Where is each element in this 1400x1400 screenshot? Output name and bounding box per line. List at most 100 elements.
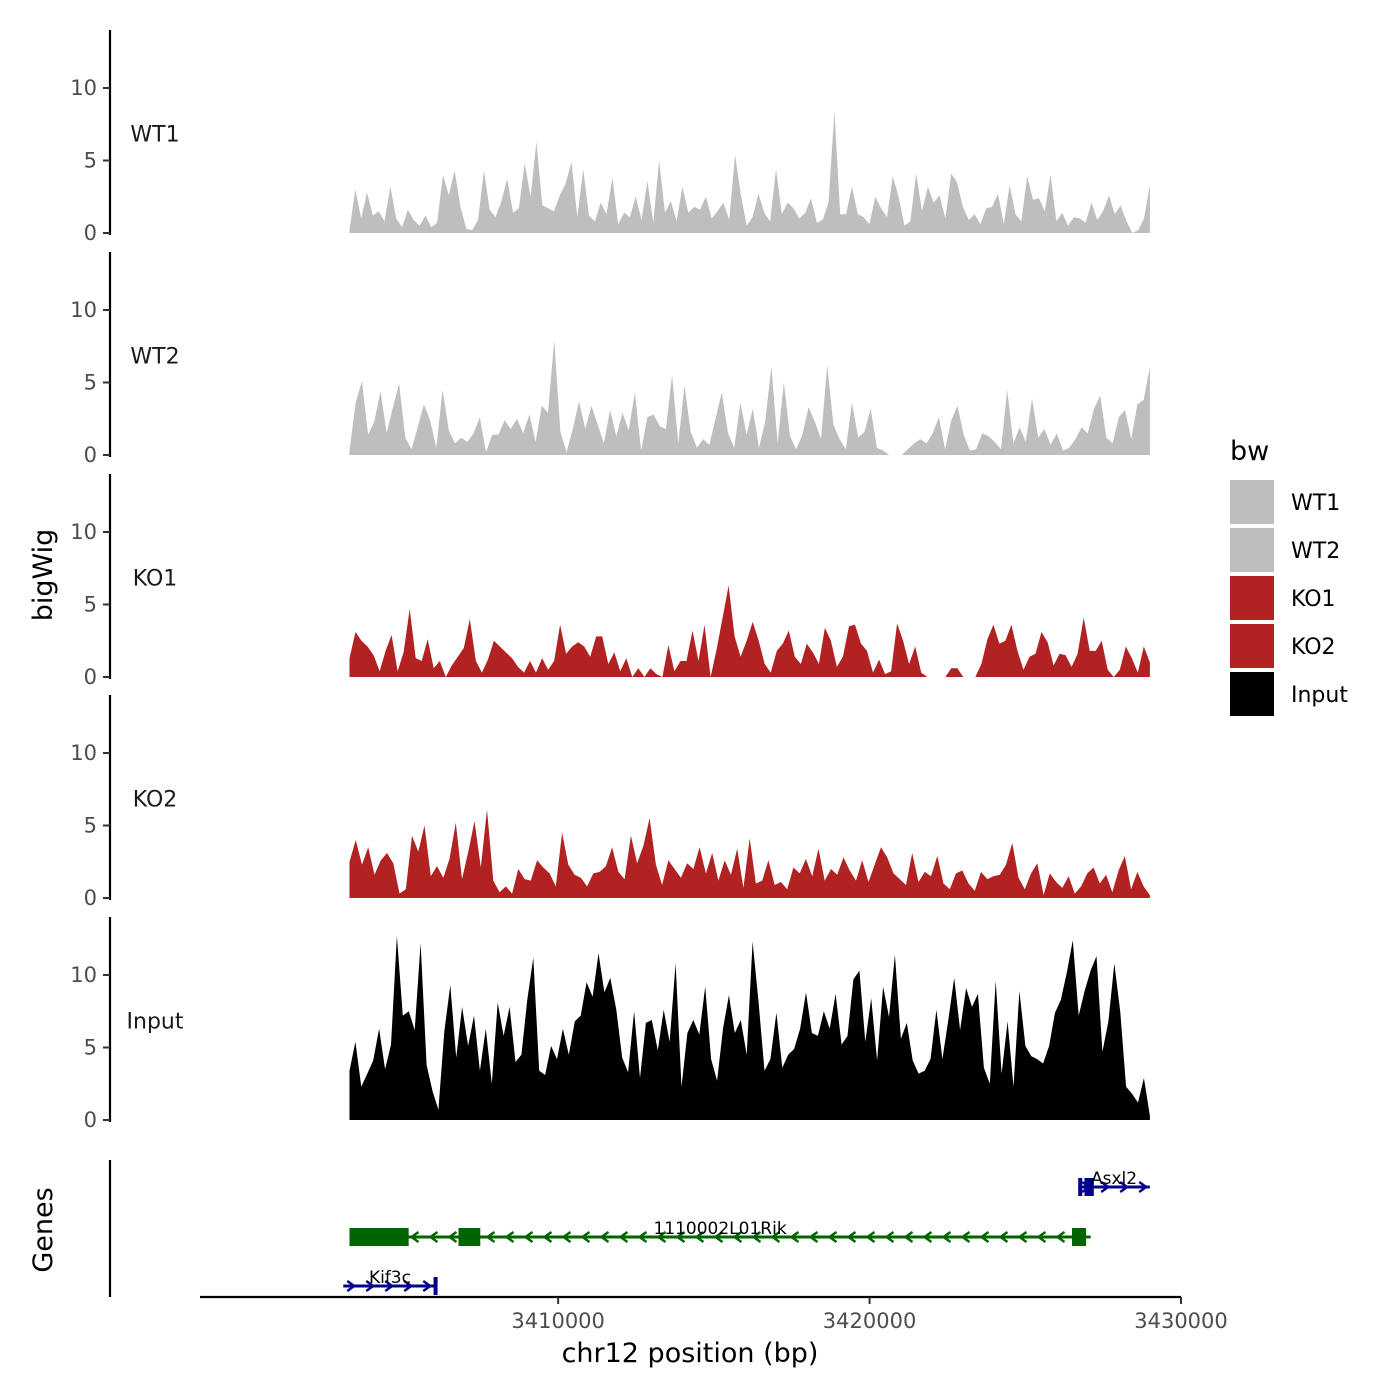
strand-chevron	[365, 1280, 376, 1292]
strand-chevron	[732, 1231, 743, 1243]
exon	[458, 1228, 481, 1246]
track-label: KO1	[133, 567, 178, 592]
gene-asxl2: Asxl2	[1078, 1169, 1150, 1196]
strand-chevron	[941, 1231, 952, 1243]
x-tick-label: 3410000	[511, 1309, 605, 1333]
signal-area	[349, 340, 1150, 455]
track-label: KO2	[133, 788, 178, 813]
strand-chevron	[751, 1231, 762, 1243]
gene-1110002l01rik: 1110002L01Rik	[349, 1219, 1091, 1246]
strand-chevron	[694, 1231, 705, 1243]
y-tick-label: 10	[70, 963, 97, 987]
strand-chevron	[523, 1231, 534, 1243]
strand-chevron	[846, 1231, 857, 1243]
legend-label: KO1	[1291, 587, 1336, 612]
y-tick-label: 5	[84, 371, 97, 395]
strand-chevron	[789, 1231, 800, 1243]
y-tick-label: 5	[84, 149, 97, 173]
strand-chevron	[1036, 1231, 1047, 1243]
y-tick-label: 5	[84, 593, 97, 617]
y-tick-label: 5	[84, 814, 97, 838]
strand-chevron	[542, 1231, 553, 1243]
strand-chevron	[637, 1231, 648, 1243]
gene-label: Asxl2	[1091, 1169, 1137, 1189]
strand-chevron	[485, 1231, 496, 1243]
exon	[1078, 1178, 1083, 1196]
y-tick-label: 0	[84, 443, 97, 467]
exon	[1084, 1178, 1094, 1196]
x-axis-title: chr12 position (bp)	[562, 1338, 819, 1369]
strand-chevron	[428, 1231, 439, 1243]
gene-label: Kif3c	[369, 1268, 411, 1288]
exon	[349, 1228, 409, 1246]
strand-chevron	[960, 1231, 971, 1243]
signal-area	[349, 935, 1150, 1120]
strand-chevron	[599, 1231, 610, 1243]
gene-label: 1110002L01Rik	[653, 1219, 786, 1239]
strand-chevron	[656, 1231, 667, 1243]
y-tick-label: 5	[84, 1036, 97, 1060]
strand-chevron	[808, 1231, 819, 1243]
legend-label: Input	[1291, 683, 1348, 708]
strand-chevron	[561, 1231, 572, 1243]
track-wt1: 0 5 10 WT1	[70, 30, 1150, 245]
strand-chevron	[979, 1231, 990, 1243]
strand-chevron	[403, 1280, 414, 1292]
legend-swatch	[1230, 624, 1274, 668]
strand-chevron	[504, 1231, 515, 1243]
y-tick-label: 0	[84, 221, 97, 245]
x-axis: 3410000 3420000 3430000	[200, 1295, 1228, 1333]
track-label: WT2	[130, 345, 179, 370]
gene-kif3c: Kif3c	[343, 1268, 438, 1295]
strand-chevron	[713, 1231, 724, 1243]
legend-label: KO2	[1291, 635, 1336, 660]
legend-swatch	[1230, 528, 1274, 572]
strand-chevron	[770, 1231, 781, 1243]
genes-track: Asxl2 1110002L01Rik Kif3c	[108, 1160, 1150, 1297]
strand-chevron	[409, 1231, 420, 1243]
track-ko2: 0 5 10 KO2	[70, 695, 1150, 910]
strand-chevron	[384, 1280, 395, 1292]
strand-chevron	[903, 1231, 914, 1243]
y-tick-label: 0	[84, 1108, 97, 1132]
strand-chevron	[1138, 1181, 1149, 1193]
exon	[433, 1277, 438, 1295]
y-tick-label: 10	[70, 76, 97, 100]
signal-area	[349, 585, 1150, 677]
x-tick-label: 3420000	[823, 1309, 917, 1333]
legend-swatch	[1230, 576, 1274, 620]
strand-chevron	[922, 1231, 933, 1243]
legend-swatch	[1230, 480, 1274, 524]
strand-chevron	[998, 1231, 1009, 1243]
strand-chevron	[1055, 1231, 1066, 1243]
track-ko1: 0 5 10 KO1	[70, 474, 1150, 689]
strand-chevron	[580, 1231, 591, 1243]
strand-chevron	[618, 1231, 629, 1243]
track-wt2: 0 5 10 WT2	[70, 252, 1150, 467]
strand-chevron	[827, 1231, 838, 1243]
track-input: 0 5 10 Input	[70, 917, 1150, 1132]
y-tick-label: 10	[70, 741, 97, 765]
legend-label: WT2	[1291, 539, 1340, 564]
legend: bw WT1 WT2 KO1 KO2 Input	[1230, 436, 1348, 716]
y-tick-label: 10	[70, 520, 97, 544]
signal-area	[349, 111, 1150, 233]
legend-swatch	[1230, 672, 1274, 716]
strand-chevron	[1017, 1231, 1028, 1243]
track-label: WT1	[130, 123, 179, 148]
y-axis-title: bigWig	[28, 529, 59, 622]
legend-title: bw	[1230, 436, 1269, 467]
exon	[1072, 1228, 1087, 1246]
strand-chevron	[346, 1280, 357, 1292]
strand-chevron	[1100, 1181, 1111, 1193]
signal-area	[349, 809, 1150, 898]
strand-chevron	[865, 1231, 876, 1243]
x-tick-label: 3430000	[1134, 1309, 1228, 1333]
tracks-area: 0 5 10 WT1 0 5 10 WT2 0 5 10 KO1 0 5 10 KO2 0 5 10 Input	[70, 30, 1150, 1132]
y-tick-label: 0	[84, 886, 97, 910]
strand-chevron	[447, 1231, 458, 1243]
strand-chevron	[884, 1231, 895, 1243]
strand-chevron	[1119, 1181, 1130, 1193]
legend-label: WT1	[1291, 491, 1340, 516]
